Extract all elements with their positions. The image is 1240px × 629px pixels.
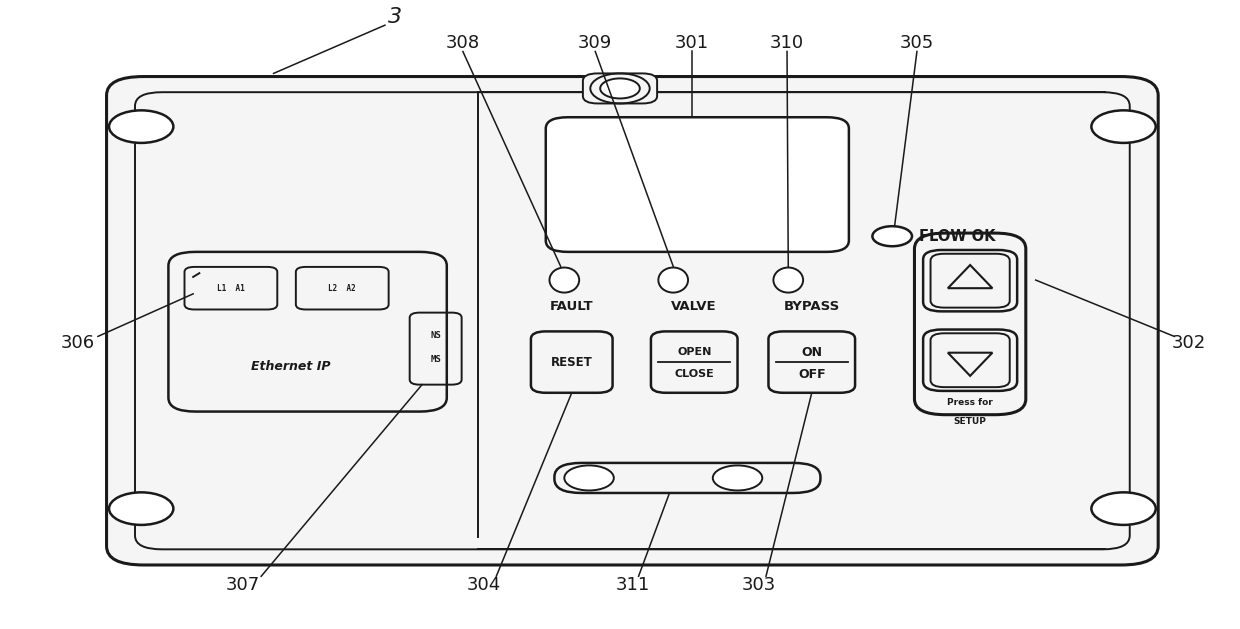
FancyBboxPatch shape xyxy=(546,117,849,252)
Circle shape xyxy=(1091,110,1156,143)
Text: CLOSE: CLOSE xyxy=(675,369,714,379)
Circle shape xyxy=(109,493,174,525)
Circle shape xyxy=(600,79,640,99)
Text: FAULT: FAULT xyxy=(549,299,594,313)
Text: ON: ON xyxy=(801,346,822,359)
Text: Ethernet IP: Ethernet IP xyxy=(252,360,331,374)
Text: NS: NS xyxy=(430,331,441,340)
Text: FLOW OK: FLOW OK xyxy=(919,229,996,243)
Text: Press for: Press for xyxy=(947,398,993,408)
FancyBboxPatch shape xyxy=(107,77,1158,565)
Text: 310: 310 xyxy=(770,34,804,52)
Ellipse shape xyxy=(774,267,804,292)
Text: L1  A1: L1 A1 xyxy=(217,284,244,292)
Text: RESET: RESET xyxy=(551,355,593,369)
Text: BYPASS: BYPASS xyxy=(784,299,839,313)
Text: 305: 305 xyxy=(900,34,934,52)
Ellipse shape xyxy=(549,267,579,292)
Text: 309: 309 xyxy=(578,34,613,52)
Text: 306: 306 xyxy=(61,333,95,352)
Ellipse shape xyxy=(658,267,688,292)
Circle shape xyxy=(713,465,763,491)
Text: OFF: OFF xyxy=(799,368,826,381)
Circle shape xyxy=(873,226,911,246)
Text: VALVE: VALVE xyxy=(671,299,717,313)
Text: OPEN: OPEN xyxy=(677,347,712,357)
Text: 304: 304 xyxy=(466,576,501,594)
Text: MS: MS xyxy=(430,355,441,364)
Text: 311: 311 xyxy=(615,576,650,594)
Text: 301: 301 xyxy=(675,34,709,52)
Text: 302: 302 xyxy=(1172,333,1207,352)
Text: 307: 307 xyxy=(226,576,259,594)
FancyBboxPatch shape xyxy=(583,74,657,103)
Circle shape xyxy=(1091,493,1156,525)
Circle shape xyxy=(564,465,614,491)
Text: 308: 308 xyxy=(446,34,480,52)
Text: 303: 303 xyxy=(742,576,776,594)
Text: L2  A2: L2 A2 xyxy=(329,284,356,292)
Text: SETUP: SETUP xyxy=(954,417,987,426)
Circle shape xyxy=(109,110,174,143)
Text: 3: 3 xyxy=(388,7,402,27)
